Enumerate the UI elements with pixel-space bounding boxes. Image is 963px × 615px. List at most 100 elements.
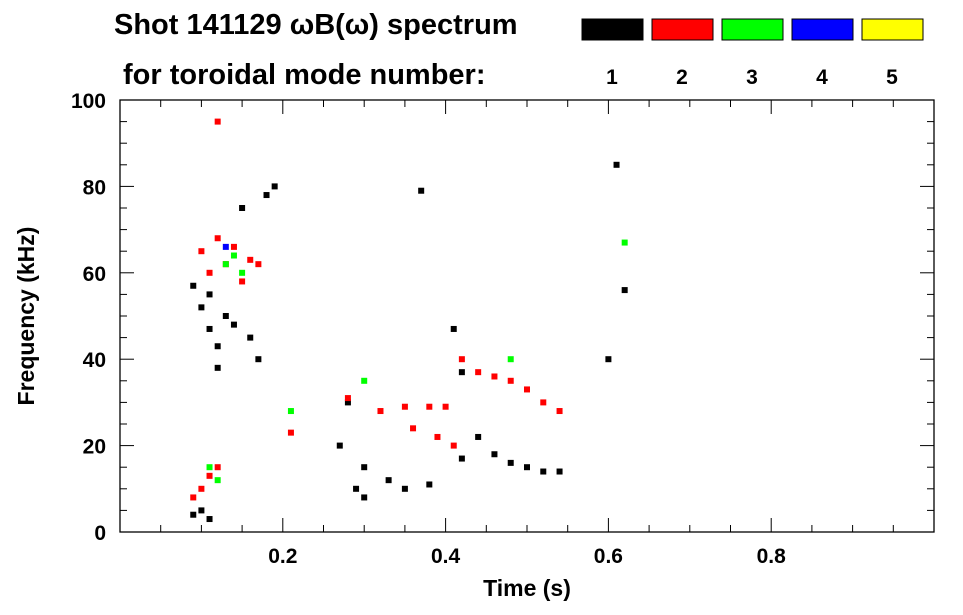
y-tick-label: 20 xyxy=(83,436,106,459)
data-point xyxy=(222,261,229,268)
data-point xyxy=(247,256,254,263)
data-point xyxy=(507,377,514,384)
data-point xyxy=(230,321,237,328)
plot-marks xyxy=(190,118,628,523)
legend-label-1: 1 xyxy=(606,66,618,89)
chart-subtitle: for toroidal mode number: xyxy=(123,59,486,91)
x-tick-label: 0.8 xyxy=(757,545,787,568)
data-point xyxy=(524,386,530,393)
data-point xyxy=(540,468,547,475)
data-point xyxy=(458,455,465,462)
data-point xyxy=(353,485,360,492)
data-point xyxy=(247,334,254,341)
x-tick-label: 0.6 xyxy=(594,545,623,568)
data-point xyxy=(206,325,213,332)
data-point xyxy=(287,408,294,415)
legend: 1 2 3 4 5 xyxy=(581,18,924,89)
data-point xyxy=(287,429,294,436)
legend-swatch-2 xyxy=(651,18,714,41)
data-point xyxy=(385,477,392,484)
x-tick-label: 0.2 xyxy=(268,545,297,568)
legend-label-5: 5 xyxy=(886,66,898,89)
data-point xyxy=(198,248,205,255)
data-point xyxy=(239,269,246,276)
data-point xyxy=(239,278,246,285)
data-point xyxy=(230,252,237,259)
y-tick-label: 60 xyxy=(83,263,106,286)
legend-label-2: 2 xyxy=(676,66,688,89)
data-point xyxy=(556,468,563,475)
data-point xyxy=(206,472,213,479)
data-point xyxy=(255,261,262,268)
series-3 xyxy=(206,239,628,484)
data-point xyxy=(206,291,213,298)
y-axis-label: Frequency (kHz) xyxy=(13,227,39,406)
data-point xyxy=(206,516,213,523)
data-point xyxy=(344,399,351,406)
series-4 xyxy=(222,243,229,250)
data-point xyxy=(344,395,351,402)
data-point xyxy=(239,205,246,211)
data-point xyxy=(475,433,482,440)
axis-ticks: 0.2 0.4 0.6 0.8 0 20 40 60 80 100 xyxy=(71,90,934,568)
series-1 xyxy=(190,161,628,523)
legend-swatch-5 xyxy=(861,18,924,41)
data-point xyxy=(475,369,482,376)
data-point xyxy=(222,313,229,319)
legend-swatch-1 xyxy=(581,18,644,41)
data-point xyxy=(198,485,205,492)
data-point xyxy=(190,494,197,501)
data-point xyxy=(206,269,213,276)
data-point xyxy=(361,464,368,471)
data-point xyxy=(214,464,221,471)
data-point xyxy=(613,161,620,168)
chart-title: Shot 141129 ωB(ω) spectrum xyxy=(114,9,518,41)
data-point xyxy=(418,187,425,194)
data-point xyxy=(198,304,205,311)
data-point xyxy=(491,451,498,458)
data-point xyxy=(426,403,433,410)
data-point xyxy=(401,485,408,492)
data-point xyxy=(507,356,514,363)
data-point xyxy=(401,403,408,410)
data-point xyxy=(230,243,237,250)
data-point xyxy=(190,511,197,518)
data-point xyxy=(458,356,465,363)
data-point xyxy=(190,282,197,289)
data-point xyxy=(491,373,498,380)
data-point xyxy=(540,399,547,406)
data-point xyxy=(621,239,628,246)
data-point xyxy=(361,494,368,501)
y-tick-label: 100 xyxy=(71,90,106,113)
data-point xyxy=(426,481,433,488)
data-point xyxy=(255,356,262,363)
data-point xyxy=(450,325,457,332)
legend-label-4: 4 xyxy=(816,66,828,89)
legend-swatch-4 xyxy=(791,18,854,41)
data-point xyxy=(214,364,221,371)
data-point xyxy=(605,356,612,363)
data-point xyxy=(214,343,221,350)
data-point xyxy=(377,408,384,415)
data-point xyxy=(442,403,449,410)
y-tick-label: 40 xyxy=(83,349,106,372)
data-point xyxy=(263,192,270,199)
y-tick-label: 80 xyxy=(83,176,106,199)
data-point xyxy=(434,433,441,440)
data-point xyxy=(214,118,221,125)
y-tick-label: 0 xyxy=(94,522,106,545)
data-point xyxy=(410,425,417,432)
data-point xyxy=(621,287,628,294)
data-point xyxy=(222,243,229,250)
data-point xyxy=(556,408,563,415)
data-point xyxy=(206,464,213,471)
legend-label-3: 3 xyxy=(746,66,758,89)
data-point xyxy=(271,183,278,190)
data-point xyxy=(214,235,221,242)
x-axis-label: Time (s) xyxy=(483,575,571,601)
data-point xyxy=(450,442,457,449)
data-point xyxy=(214,477,221,484)
series-2 xyxy=(190,118,563,501)
data-point xyxy=(361,377,368,384)
